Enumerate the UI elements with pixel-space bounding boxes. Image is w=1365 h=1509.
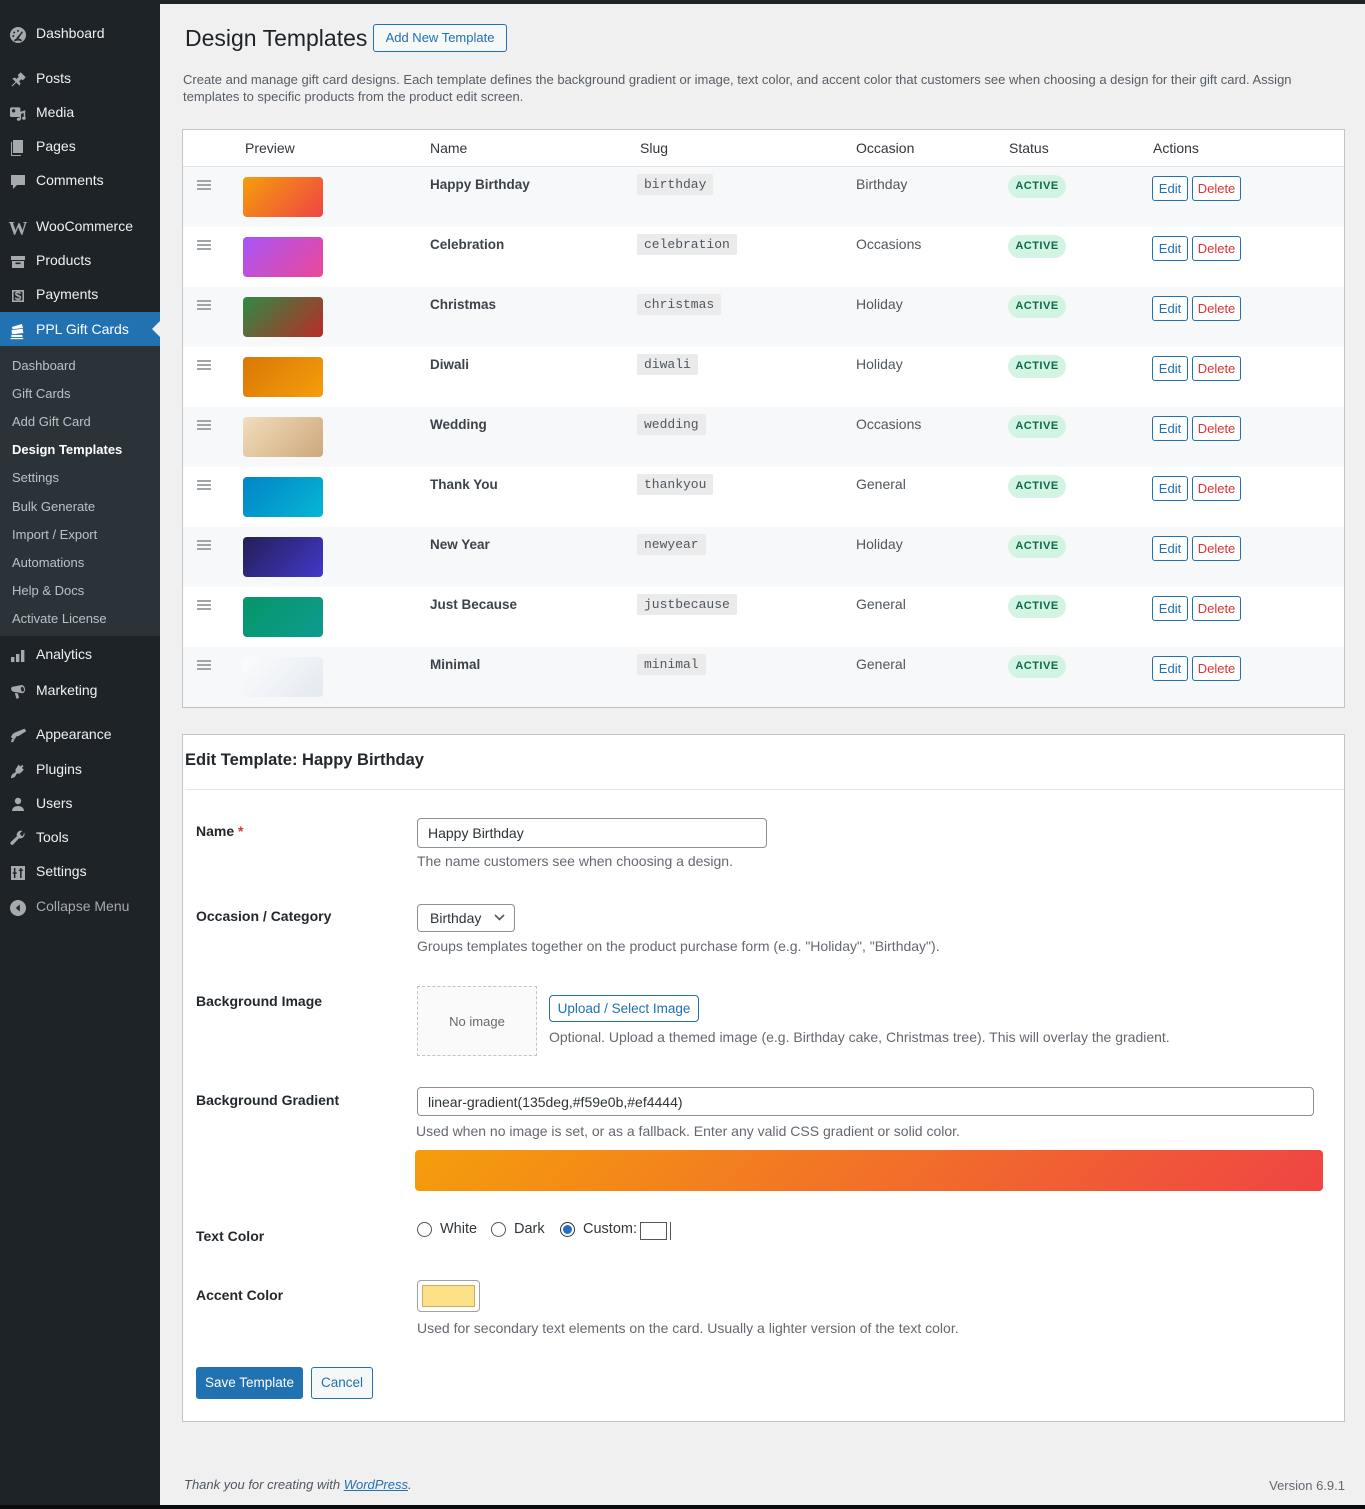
svg-text:$: $ xyxy=(15,289,22,303)
svg-text:W: W xyxy=(9,219,28,239)
